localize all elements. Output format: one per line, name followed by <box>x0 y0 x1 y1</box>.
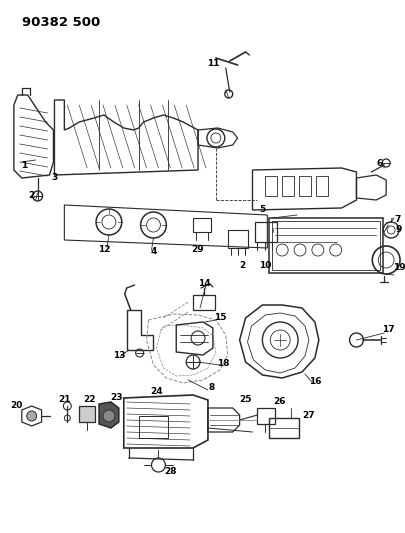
Text: 2: 2 <box>239 261 245 270</box>
Text: 14: 14 <box>197 279 210 287</box>
Polygon shape <box>99 402 119 428</box>
Text: 9: 9 <box>395 225 401 235</box>
Bar <box>193 218 210 232</box>
Bar <box>272 221 379 270</box>
Text: 12: 12 <box>98 246 110 254</box>
Bar <box>315 176 327 196</box>
Text: 25: 25 <box>239 395 251 405</box>
Circle shape <box>27 411 36 421</box>
Text: 3: 3 <box>51 174 58 182</box>
Text: 13: 13 <box>112 351 125 359</box>
Text: 15: 15 <box>213 313 226 322</box>
Bar <box>269 418 298 438</box>
Text: 27: 27 <box>302 410 314 419</box>
Text: 23: 23 <box>110 393 123 402</box>
Text: 20: 20 <box>11 400 23 409</box>
Text: 16: 16 <box>308 377 320 386</box>
Text: 21: 21 <box>58 395 70 405</box>
Text: 90382 500: 90382 500 <box>22 16 100 29</box>
Bar <box>269 218 382 273</box>
Circle shape <box>103 410 115 422</box>
Text: 19: 19 <box>392 263 404 272</box>
Text: 7: 7 <box>394 215 400 224</box>
Text: 29: 29 <box>191 246 204 254</box>
Text: 6: 6 <box>375 158 382 167</box>
Bar <box>281 176 293 196</box>
Bar <box>138 416 168 438</box>
Bar <box>257 408 275 424</box>
Text: 26: 26 <box>272 398 285 407</box>
Text: 11: 11 <box>206 60 219 69</box>
Bar <box>193 295 214 310</box>
Text: 17: 17 <box>381 326 394 335</box>
Text: 2: 2 <box>28 191 35 200</box>
Bar <box>79 406 95 422</box>
Bar <box>227 230 247 248</box>
Text: 5: 5 <box>259 206 265 214</box>
Text: 1: 1 <box>21 160 27 169</box>
Text: 4: 4 <box>150 247 156 256</box>
Text: 28: 28 <box>164 467 176 477</box>
Text: 8: 8 <box>208 383 215 392</box>
Text: 18: 18 <box>216 359 228 367</box>
Bar <box>298 176 310 196</box>
Text: 22: 22 <box>83 395 95 405</box>
Text: 24: 24 <box>150 387 162 397</box>
Text: 10: 10 <box>258 261 271 270</box>
Bar <box>255 222 277 242</box>
Bar <box>265 176 277 196</box>
